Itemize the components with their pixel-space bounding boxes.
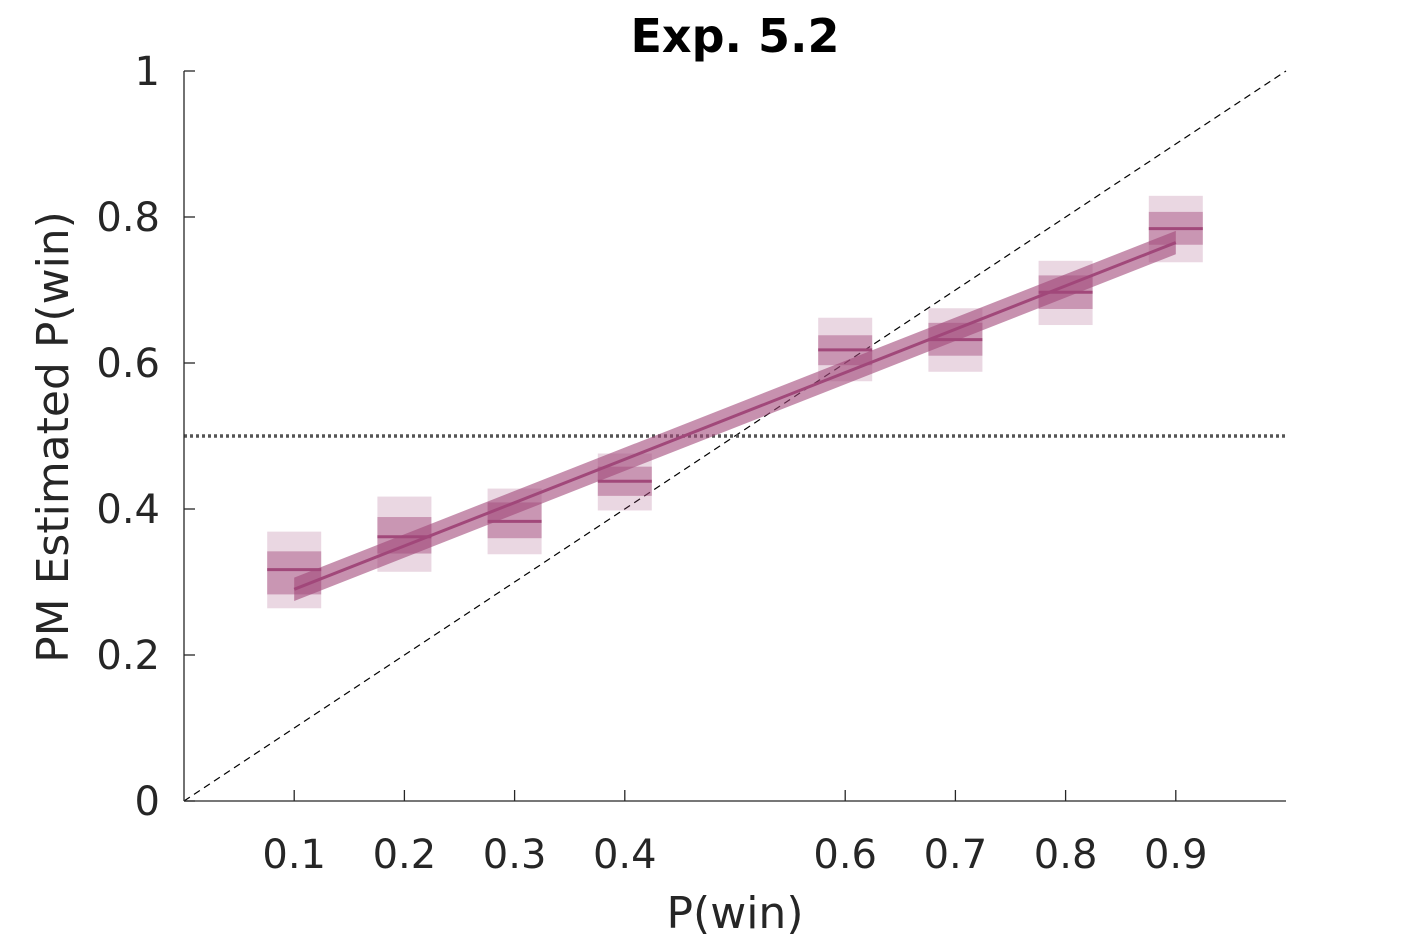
- x-tick-label: 0.4: [593, 832, 657, 878]
- x-tick-label: 0.7: [924, 832, 988, 878]
- y-axis-label: PM Estimated P(win): [28, 211, 79, 663]
- data-point-8: [1148, 195, 1203, 263]
- y-tick-label: 0.8: [96, 195, 160, 241]
- inner-interval: [267, 551, 322, 595]
- data-point-6: [928, 308, 983, 372]
- data-point-5: [818, 317, 873, 382]
- y-tick-label: 0: [135, 779, 160, 825]
- x-axis-label: P(win): [667, 888, 804, 939]
- identity-line: [183, 70, 1287, 802]
- y-tick-label: 0.4: [96, 487, 160, 533]
- axes: [183, 71, 1286, 802]
- x-ticks: 0.1 0.2 0.3 0.4 0.6 0.7 0.8 0.9: [262, 790, 1208, 878]
- data-point-3: [487, 488, 542, 555]
- data-point-7: [1038, 260, 1093, 326]
- data-points: [267, 195, 1203, 609]
- x-tick-label: 0.1: [262, 832, 326, 878]
- data-point-1: [267, 531, 322, 609]
- x-tick-label: 0.2: [373, 832, 437, 878]
- x-tick-label: 0.8: [1034, 832, 1098, 878]
- y-tick-label: 0.6: [96, 341, 160, 387]
- reference-lines: [183, 70, 1287, 802]
- data-point-2: [377, 496, 432, 572]
- x-tick-label: 0.3: [483, 832, 547, 878]
- outer-interval: [377, 496, 432, 572]
- x-tick-label: 0.9: [1144, 832, 1208, 878]
- fit-line-stroke: [293, 241, 1177, 591]
- fit-line: [293, 230, 1177, 601]
- y-tick-label: 1: [135, 49, 160, 95]
- y-tick-label: 0.2: [96, 633, 160, 679]
- chart-title: Exp. 5.2: [631, 9, 840, 63]
- y-ticks: 0 0.2 0.4 0.6 0.8 1: [96, 49, 195, 825]
- x-tick-label: 0.6: [813, 832, 877, 878]
- data-point-4: [597, 453, 652, 511]
